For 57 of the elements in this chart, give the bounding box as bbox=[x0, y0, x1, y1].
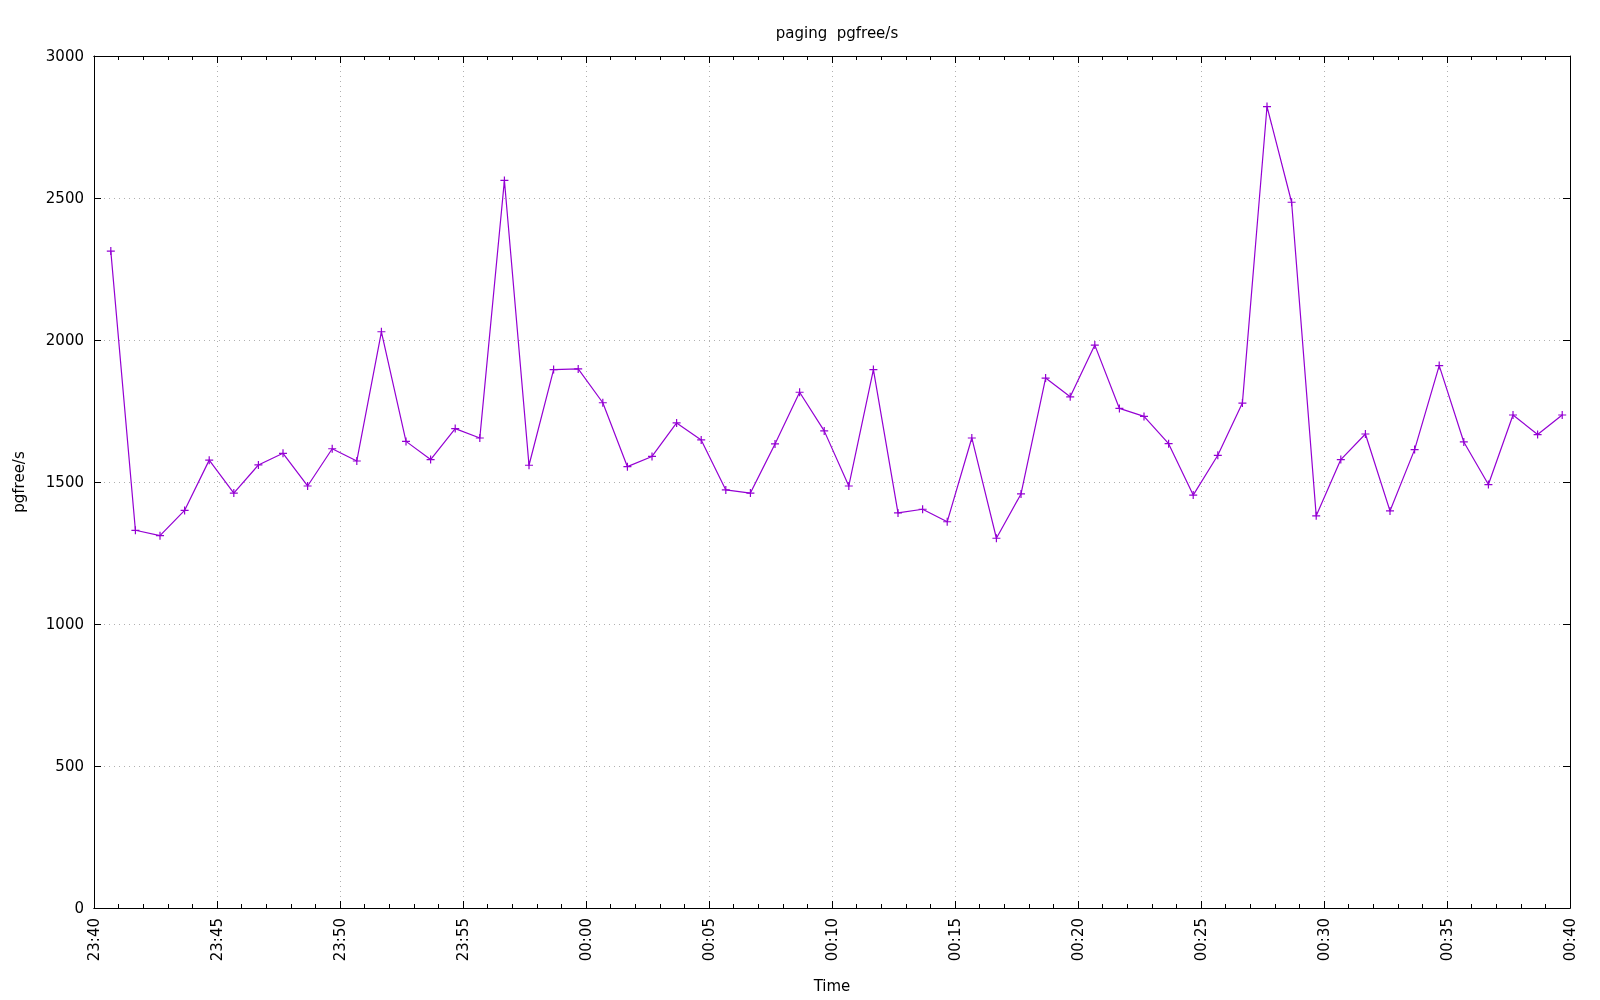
point bbox=[1508, 410, 1518, 420]
point bbox=[204, 455, 214, 465]
point bbox=[1188, 490, 1198, 500]
y-tick-label: 500 bbox=[55, 757, 84, 775]
point bbox=[524, 460, 534, 470]
point bbox=[401, 436, 411, 446]
point bbox=[229, 488, 239, 498]
point bbox=[844, 481, 854, 491]
point bbox=[253, 460, 264, 470]
point bbox=[967, 433, 977, 443]
point bbox=[278, 448, 288, 458]
point bbox=[303, 481, 313, 491]
x-tick-label: 00:10 bbox=[823, 918, 841, 962]
point bbox=[1262, 101, 1272, 112]
point bbox=[155, 531, 165, 541]
x-tick-label: 00:00 bbox=[577, 918, 595, 962]
point bbox=[745, 488, 756, 498]
x-tick-label: 00:30 bbox=[1315, 918, 1333, 962]
point bbox=[352, 456, 362, 466]
point bbox=[770, 439, 780, 449]
y-tick-label: 3000 bbox=[45, 47, 84, 65]
point bbox=[819, 426, 829, 436]
point bbox=[696, 435, 706, 445]
point bbox=[893, 508, 903, 518]
x-tick-label: 00:15 bbox=[946, 918, 964, 962]
x-axis-title: Time bbox=[812, 976, 851, 995]
point bbox=[672, 418, 682, 428]
x-tick-label: 00:35 bbox=[1438, 918, 1456, 962]
y-tick-label: 2500 bbox=[45, 189, 84, 207]
point bbox=[573, 364, 583, 374]
point bbox=[1016, 489, 1026, 499]
x-tick-label: 23:45 bbox=[208, 918, 226, 962]
chart-title: paging pgfree/s bbox=[775, 23, 899, 42]
point bbox=[1557, 410, 1567, 420]
point bbox=[1090, 340, 1100, 350]
point bbox=[1237, 398, 1248, 408]
y-tick-label: 2000 bbox=[45, 331, 84, 349]
point bbox=[1360, 429, 1371, 439]
point bbox=[1385, 506, 1395, 516]
point bbox=[647, 451, 657, 462]
y-tick-label: 1500 bbox=[45, 473, 84, 491]
y-tick-label: 0 bbox=[74, 899, 84, 917]
x-tick-label: 23:40 bbox=[85, 918, 103, 962]
x-tick-label: 00:20 bbox=[1069, 918, 1087, 962]
point bbox=[1459, 437, 1469, 447]
x-tick-label: 23:50 bbox=[331, 918, 349, 962]
x-tick-label: 00:25 bbox=[1192, 918, 1210, 962]
x-tick-label: 00:05 bbox=[700, 918, 718, 962]
point bbox=[1139, 411, 1149, 421]
point bbox=[721, 485, 731, 495]
y-tick-label: 1000 bbox=[45, 615, 84, 633]
point bbox=[1041, 373, 1051, 383]
point bbox=[106, 246, 116, 256]
x-tick-label: 00:40 bbox=[1561, 918, 1579, 962]
y-axis-title: pgfree/s bbox=[9, 451, 28, 513]
point bbox=[475, 433, 485, 443]
x-tick-label: 23:55 bbox=[454, 918, 472, 962]
